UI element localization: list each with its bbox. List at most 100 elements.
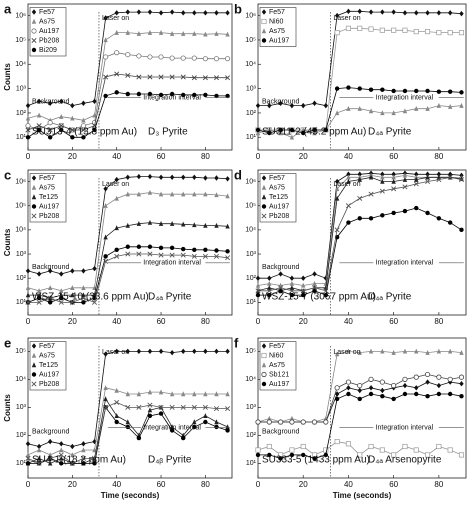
- data-point: [225, 10, 230, 16]
- data-point: [225, 193, 230, 199]
- x-tick-label: 20: [68, 317, 77, 326]
- data-point: [312, 127, 317, 133]
- data-point: [357, 387, 362, 394]
- y-tick-label: 10⁵: [15, 37, 26, 44]
- y-tick-label: 10⁶: [245, 12, 256, 19]
- legend-marker: [261, 194, 267, 200]
- legend-bg: [260, 192, 296, 202]
- data-point: [402, 10, 408, 16]
- data-point: [169, 349, 175, 356]
- data-point: [414, 88, 419, 94]
- data-point: [114, 195, 119, 201]
- data-point: [323, 127, 329, 133]
- data-point: [289, 102, 295, 109]
- data-point: [59, 271, 64, 277]
- legend-marker: [261, 175, 267, 181]
- data-point: [413, 29, 419, 35]
- legend-frame: [29, 7, 67, 57]
- legend-marker: [31, 47, 37, 53]
- y-tick-label: 10⁵: [245, 203, 256, 210]
- data-point: [25, 115, 31, 121]
- data-point: [92, 98, 97, 105]
- data-point: [80, 295, 86, 301]
- panel-label: e: [4, 335, 11, 350]
- data-point: [92, 299, 98, 305]
- data-point: [25, 135, 31, 140]
- data-point: [301, 102, 306, 109]
- x-tick-label: 60: [157, 317, 166, 326]
- data-point: [436, 89, 442, 94]
- y-tick-label: 10²: [16, 110, 27, 117]
- x-tick-label: 40: [112, 480, 121, 489]
- data-point: [92, 461, 97, 466]
- data-point: [169, 424, 175, 430]
- data-point: [458, 452, 465, 458]
- data-point: [203, 31, 208, 37]
- data-point: [289, 452, 295, 458]
- x-tick-label: 80: [201, 317, 210, 326]
- data-point: [125, 404, 131, 410]
- x-tick-label: 80: [434, 480, 443, 489]
- legend-bg: [260, 183, 296, 193]
- data-point: [391, 186, 397, 192]
- legend-bg: [260, 351, 296, 361]
- data-point: [402, 27, 408, 33]
- data-point: [147, 348, 153, 355]
- data-point: [447, 348, 453, 354]
- data-point: [300, 443, 306, 450]
- legend-bg: [260, 173, 296, 183]
- data-point: [357, 349, 362, 355]
- plot-frame: [257, 169, 467, 316]
- legend-label: Sb121: [269, 371, 289, 378]
- data-point: [436, 102, 442, 108]
- legend-label: As75: [269, 28, 285, 35]
- data-point: [136, 348, 142, 355]
- annotation: Laser on: [333, 15, 360, 22]
- data-point: [192, 174, 197, 180]
- data-point: [191, 404, 197, 410]
- legend-bg: [30, 7, 66, 17]
- data-point: [180, 404, 186, 410]
- legend-marker: [261, 371, 267, 378]
- legend-marker: [31, 213, 37, 219]
- legend-marker: [31, 362, 37, 368]
- legend-bg: [260, 26, 296, 36]
- data-point: [346, 174, 351, 180]
- data-point: [191, 75, 197, 81]
- data-point: [458, 374, 465, 380]
- data-point: [214, 424, 219, 430]
- data-point: [414, 391, 419, 397]
- plot-frame: [257, 337, 467, 479]
- data-point: [255, 102, 261, 109]
- y-tick-label: 10²: [246, 432, 257, 439]
- data-point: [58, 452, 64, 458]
- data-point: [214, 348, 219, 355]
- data-point: [225, 348, 230, 355]
- y-tick-label: 10⁶: [15, 12, 26, 19]
- data-point: [202, 404, 208, 410]
- data-point: [136, 404, 142, 410]
- legend-label: Ni60: [269, 18, 284, 25]
- data-point: [192, 424, 197, 430]
- legend-marker: [261, 381, 267, 387]
- x-tick-label: 20: [299, 480, 308, 489]
- data-point: [192, 247, 197, 252]
- data-point: [402, 443, 408, 450]
- data-point: [136, 391, 142, 397]
- data-point: [180, 55, 186, 61]
- data-point: [459, 394, 464, 399]
- data-point: [203, 419, 208, 425]
- panel-subtitle: D₄ᵦ Pyrite: [148, 455, 192, 466]
- data-point: [169, 55, 175, 61]
- data-point: [92, 455, 98, 461]
- data-point: [368, 191, 374, 197]
- data-point: [213, 75, 219, 81]
- data-point: [47, 268, 53, 274]
- data-point: [192, 419, 197, 425]
- data-point: [301, 452, 306, 458]
- legend-marker: [261, 18, 267, 25]
- data-point: [158, 220, 164, 226]
- data-point: [255, 292, 261, 298]
- data-point: [125, 29, 130, 35]
- data-point: [334, 391, 340, 397]
